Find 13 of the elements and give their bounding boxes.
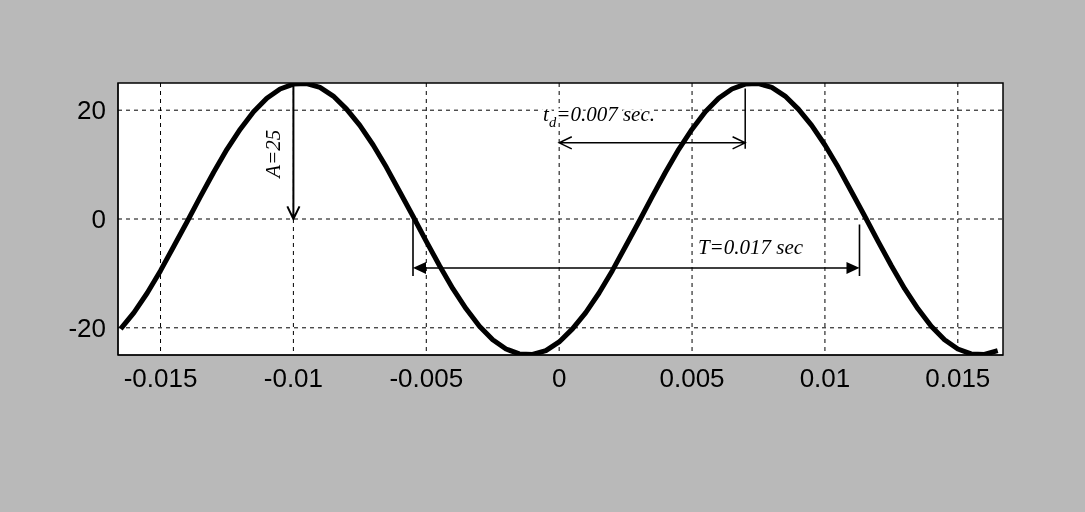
x-tick-label: 0.005 bbox=[659, 363, 725, 394]
x-tick-label: 0.015 bbox=[925, 363, 991, 394]
x-tick-label: 0.01 bbox=[799, 363, 851, 394]
x-tick-label: -0.005 bbox=[389, 363, 464, 394]
x-tick-label: -0.01 bbox=[263, 363, 324, 394]
x-tick-label: -0.015 bbox=[123, 363, 198, 394]
y-tick-label: 20 bbox=[77, 95, 106, 126]
y-tick-label: -20 bbox=[68, 313, 106, 344]
y-tick-label: 0 bbox=[91, 204, 106, 235]
annotation: t$_{d}$=0.007 sec. bbox=[543, 101, 655, 131]
annotation: A=25 bbox=[260, 129, 285, 180]
annotation: T=0.017 sec bbox=[697, 234, 804, 259]
x-tick-label: 0 bbox=[551, 363, 567, 394]
